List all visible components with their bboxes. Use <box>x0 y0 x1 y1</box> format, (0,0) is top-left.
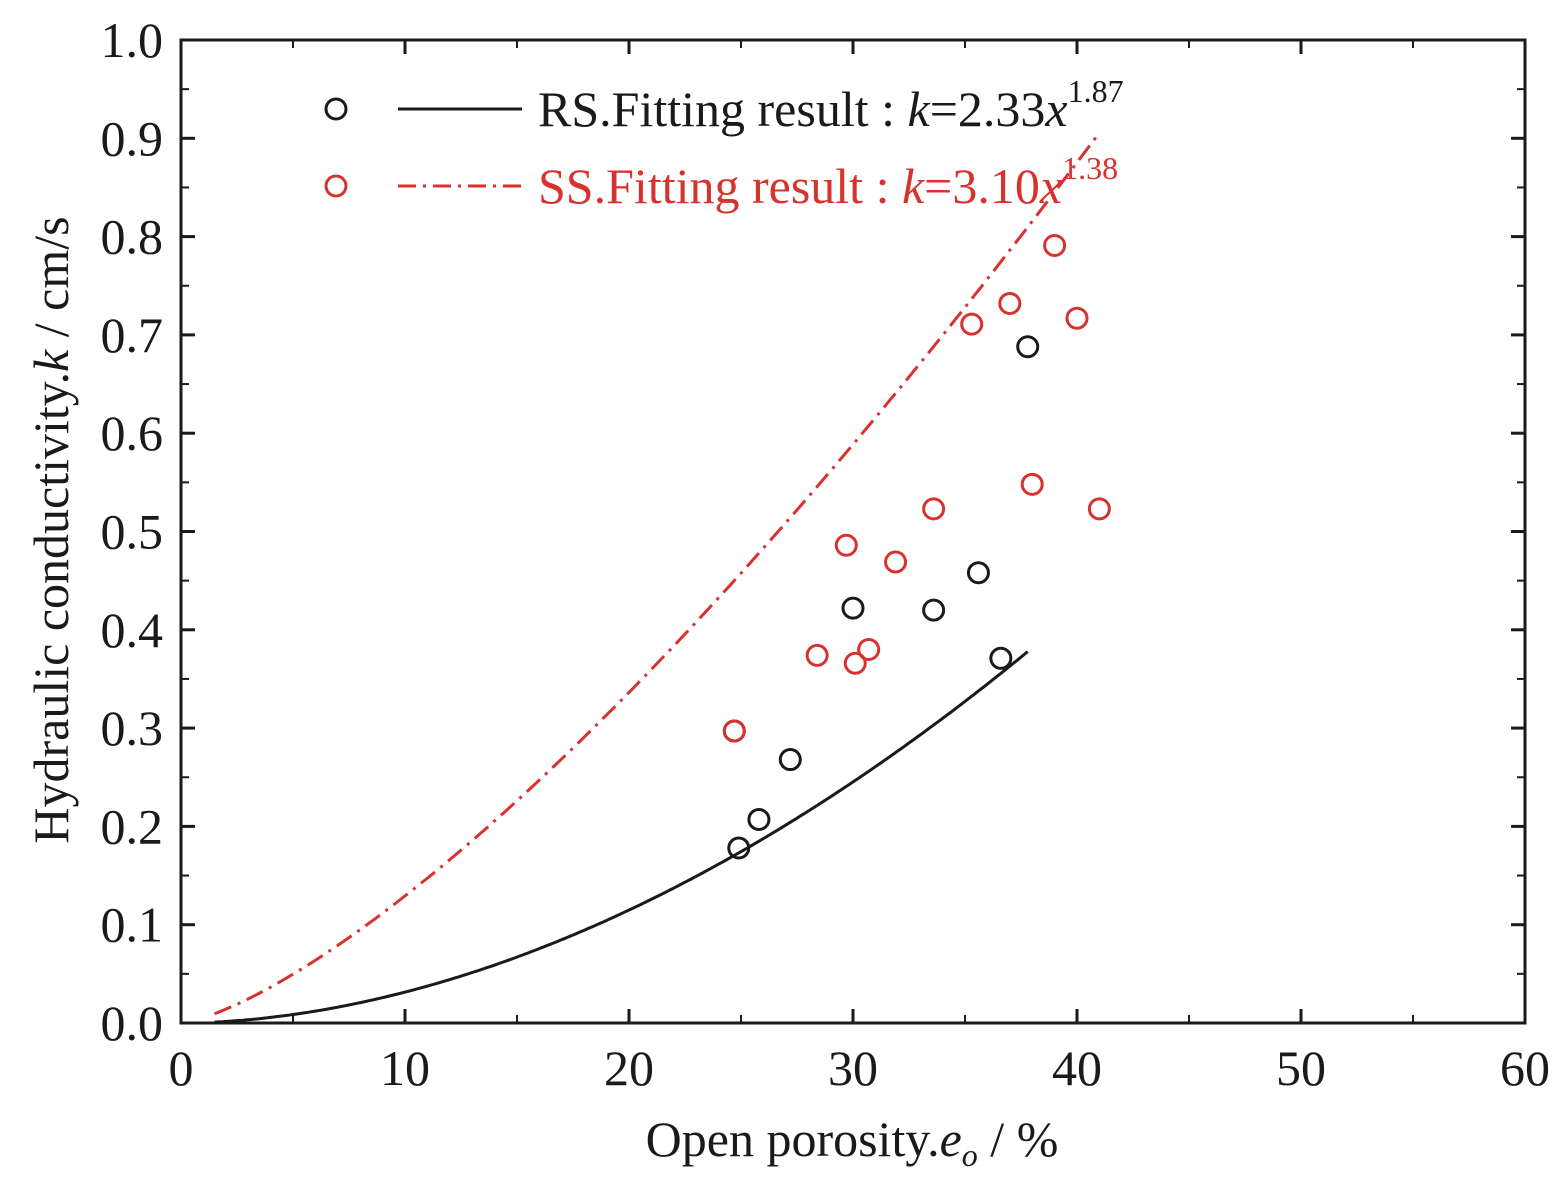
x-tick-label: 20 <box>604 1040 654 1096</box>
point-ss <box>1043 233 1067 257</box>
data-points <box>722 233 1111 860</box>
point-ss <box>1020 472 1044 496</box>
y-tick-label: 1.0 <box>101 12 164 68</box>
x-tick-label: 40 <box>1052 1040 1102 1096</box>
legend-ss-label: SS.Fitting result : k=3.10x1.38 <box>538 150 1118 214</box>
point-rs <box>747 808 771 832</box>
legend-rs-x: x <box>1044 81 1067 137</box>
point-ss <box>884 550 908 574</box>
legend-rs-k: k <box>908 81 931 137</box>
y-axis-title: Hydraulic conductivity.k / cm/s <box>23 216 79 843</box>
y-tick-label: 0.4 <box>101 602 164 658</box>
y-tick-label: 0.0 <box>101 995 164 1051</box>
y-tick-label: 0.3 <box>101 700 164 756</box>
y-tick-label: 0.9 <box>101 110 164 166</box>
point-ss <box>857 637 881 661</box>
legend-ss-marker <box>324 174 348 198</box>
legend-rs-prefix: RS.Fitting result : <box>538 81 908 137</box>
point-rs <box>922 598 946 622</box>
legend-rs-coef: =2.33 <box>930 81 1046 137</box>
tick-labels: 0 10 20 30 40 50 60 0.0 0.1 0.2 0.3 0.4 0.5 0.6 0.7 0.8… <box>101 12 1551 1096</box>
point-ss <box>1065 306 1089 330</box>
x-title-suffix: / % <box>978 1111 1059 1167</box>
x-title-prefix: Open porosity. <box>646 1111 940 1167</box>
legend-ss-prefix: SS.Fitting result : <box>538 158 902 214</box>
x-tick-label: 10 <box>380 1040 430 1096</box>
fit-curve-rs <box>214 650 1029 1024</box>
legend-rs-label: RS.Fitting result : k=2.33x1.87 <box>538 73 1124 137</box>
y-tick-label: 0.5 <box>101 504 164 560</box>
y-title-suffix: / cm/s <box>23 216 79 349</box>
point-ss <box>1087 497 1111 521</box>
y-tick-label: 0.1 <box>101 897 164 953</box>
point-rs <box>778 748 802 772</box>
legend: RS.Fitting result : k=2.33x1.87 SS.Fitti… <box>324 73 1124 214</box>
point-ss <box>960 312 984 336</box>
x-title-sub: o <box>962 1137 978 1173</box>
legend-ss-coef: =3.10 <box>924 158 1040 214</box>
point-ss <box>843 651 867 675</box>
point-rs <box>989 646 1013 670</box>
point-ss <box>805 643 829 667</box>
legend-rs-marker <box>324 97 348 121</box>
x-axis-title: Open porosity.eo / % <box>646 1111 1059 1173</box>
point-rs <box>1016 335 1040 359</box>
point-rs <box>966 561 990 585</box>
y-tick-label: 0.7 <box>101 307 164 363</box>
x-tick-label: 0 <box>169 1040 194 1096</box>
y-tick-label: 0.6 <box>101 405 164 461</box>
legend-rs-exponent: 1.87 <box>1068 73 1124 109</box>
fit-lines <box>214 131 1101 1024</box>
x-tick-label: 30 <box>828 1040 878 1096</box>
point-rs <box>841 596 865 620</box>
y-tick-label: 0.2 <box>101 798 164 854</box>
y-title-var: k <box>23 349 79 372</box>
legend-ss-k: k <box>902 158 925 214</box>
x-tick-label: 50 <box>1276 1040 1326 1096</box>
x-title-var: e <box>940 1111 962 1167</box>
legend-ss-exponent: 1.38 <box>1062 150 1118 186</box>
point-rs <box>727 836 751 860</box>
fit-curve-ss <box>214 131 1101 1016</box>
legend-ss-x: x <box>1039 158 1062 214</box>
x-tick-label: 60 <box>1500 1040 1550 1096</box>
point-ss <box>722 719 746 743</box>
point-ss <box>998 291 1022 315</box>
axis-ticks <box>179 38 1527 1025</box>
y-title-prefix: Hydraulic conductivity. <box>23 372 79 844</box>
point-ss <box>834 533 858 557</box>
y-tick-label: 0.8 <box>101 209 164 265</box>
point-ss <box>922 497 946 521</box>
